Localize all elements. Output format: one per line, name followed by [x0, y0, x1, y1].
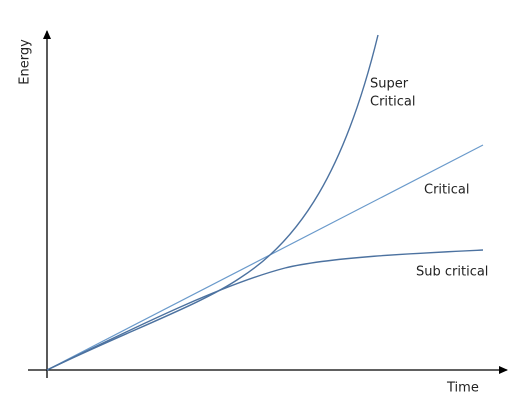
super-critical-curve — [46, 34, 379, 371]
y-axis-label: Energy — [18, 39, 33, 85]
curve-label: Critical — [424, 183, 469, 198]
curve-label: Sub critical — [416, 265, 488, 280]
curve-label: Critical — [370, 95, 415, 110]
x-axis-label: Time — [446, 381, 479, 396]
critical-line — [46, 144, 484, 371]
sub-critical-curve — [46, 249, 484, 371]
curve-label: Super — [370, 77, 409, 92]
